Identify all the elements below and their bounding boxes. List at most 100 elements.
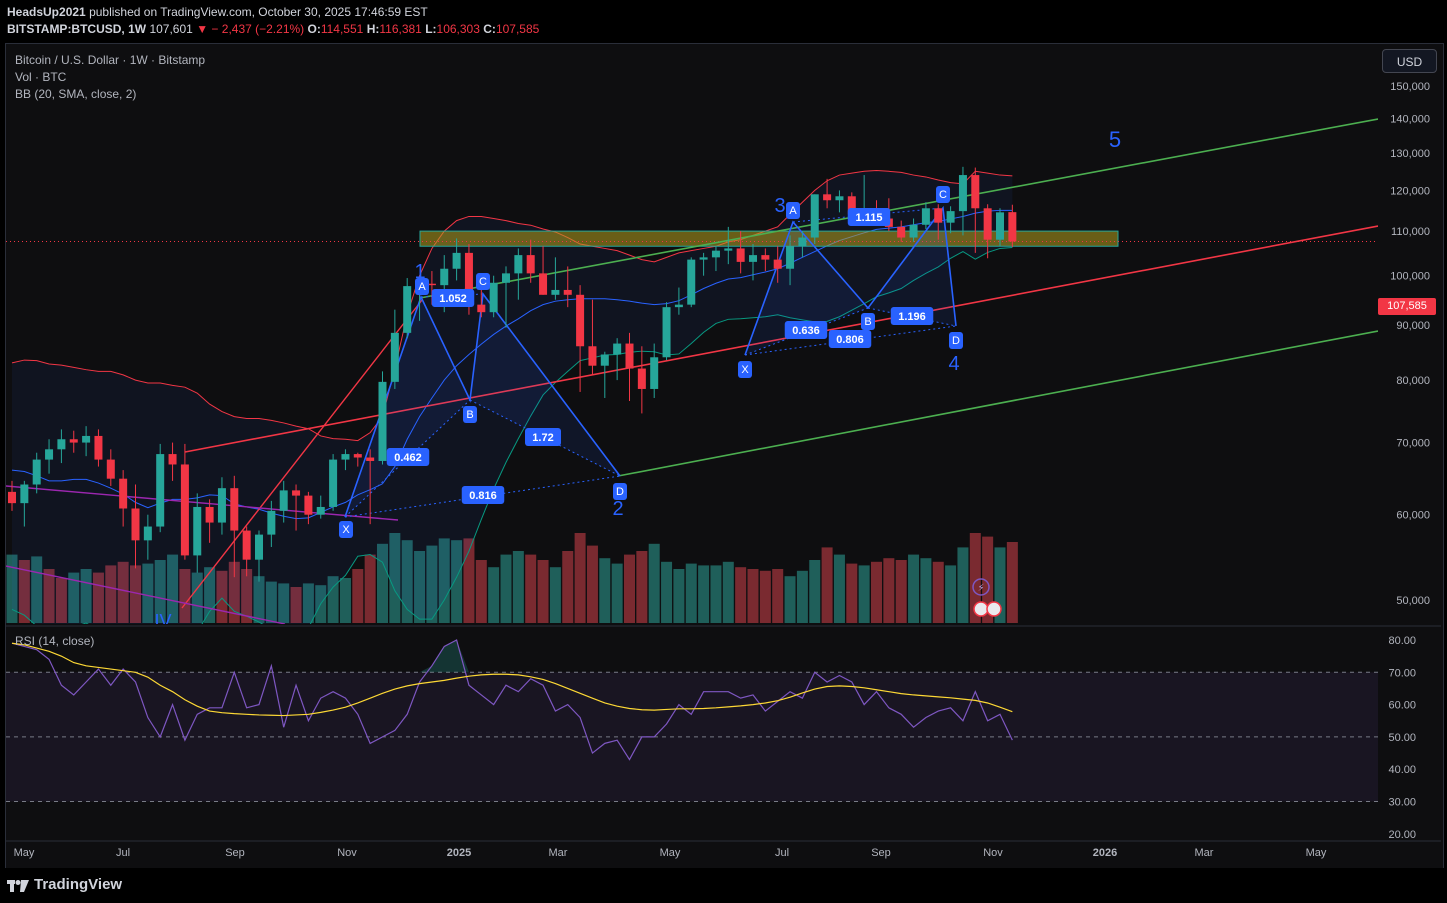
symbol-label: BITSTAMP:BTCUSD, 1W [7,22,147,36]
harmonic-pattern-1-ratio-line [469,399,621,477]
wave-label: 3 [774,195,785,217]
price-tick: 50,000 [1396,595,1430,607]
candle-body [687,259,696,305]
candle-body [934,208,943,223]
volume-bar [302,583,314,623]
candle-body [378,381,387,461]
ratio-badge [386,448,430,466]
footer [0,868,1447,903]
volume-bar [549,567,561,623]
price-tick: 140,000 [1390,113,1430,125]
volume-bar [759,570,771,623]
publish-header: HeadsUp2021 published on TradingView.com… [0,0,1447,42]
price-tick: 150,000 [1390,81,1430,93]
price-tick: 90,000 [1396,320,1430,332]
volume-bar [611,563,623,623]
volume-bar [80,569,92,623]
volume-bar [624,554,635,623]
candle-body [588,346,597,366]
time-tick: Mar [1195,847,1214,859]
rsi-overbought-fill [419,640,469,673]
harmonic-pattern-2-bcd-fill [868,208,956,326]
pattern-point-label: B [466,409,473,421]
open-value: 114,551 [320,22,364,36]
rsi-line [11,639,1013,761]
candle-body [242,530,251,560]
volume-bar [710,565,722,623]
candle-body [674,304,683,308]
ratio-badge [431,289,475,307]
candle-body [180,464,189,556]
volume-bar [1006,542,1018,623]
bollinger-upper [11,170,1013,442]
volume-bar [673,569,685,623]
volume-bar [512,551,524,623]
volume-bar [191,572,203,623]
candle-body [131,508,140,541]
volume-bar [92,572,104,623]
currency-button[interactable]: USD [1382,49,1437,73]
rising-trendline [181,299,423,609]
channel-lower-line [617,330,1378,477]
tradingview-logo-icon [7,879,29,892]
price-tick: 60,000 [1396,510,1430,522]
bollinger-legend[interactable]: BB (20, SMA, close, 2) [15,87,137,101]
ratio-label: 0.806 [836,334,864,346]
volume-bar [908,554,920,623]
volume-bar [772,569,784,623]
pattern-point-label: D [952,335,960,347]
time-tick: Jul [116,847,130,859]
candle-body [316,506,325,515]
pattern-point-label: C [939,189,947,201]
harmonic-pattern-1-ratio-line [344,475,621,518]
symbol-legend[interactable]: Bitcoin / U.S. Dollar · 1W · Bitstamp [15,53,206,67]
candle-body [773,259,782,269]
event-lightning-glyph: ⚡ [977,583,984,594]
author-name[interactable]: HeadsUp2021 [7,5,86,19]
candle-body [230,488,239,531]
volume-bar [130,565,141,623]
candle-body [786,246,795,269]
time-tick: Nov [983,847,1003,859]
wave-label: 1 [414,261,425,283]
candle-body [946,211,955,223]
ratio-label: 1.052 [439,293,467,305]
candle-body [711,250,720,258]
candle-body [810,194,819,238]
us-flag-icon [986,601,1002,617]
descending-trendline-upper [6,485,399,521]
pattern-point-label: A [789,205,797,217]
volume-bar [537,560,549,623]
tradingview-logo[interactable]: TradingView [7,876,122,893]
candle-body [477,304,486,313]
candle-body [736,248,745,262]
ratio-badge [784,321,828,339]
pattern-point-badge [339,521,353,538]
ratio-badge [525,428,561,446]
candle-body [823,194,832,201]
bollinger-lower [11,247,1013,624]
rsi-tick: 80.00 [1388,635,1416,647]
volume-legend[interactable]: Vol · BTC [15,70,67,84]
time-tick: Sep [871,847,891,859]
price-tick: 130,000 [1390,148,1430,160]
low-label: L: [425,22,437,36]
open-label: O: [307,22,321,36]
volume-bar [858,565,870,623]
volume-bar [438,538,450,623]
ratio-badge [461,486,505,504]
volume-bar [389,533,401,623]
candle-body [205,506,214,523]
rsi-legend[interactable]: RSI (14, close) [15,634,95,648]
ratio-label: 0.816 [469,490,497,502]
descending-trendline-lower [6,565,286,624]
candle-body [304,495,313,515]
down-arrow-icon: ▼ [196,22,209,36]
candle-body [897,226,906,238]
volume-bar [735,567,747,623]
candle-body [452,252,461,269]
volume-bar [500,554,512,623]
rsi-tick: 40.00 [1388,764,1416,776]
volume-bar [661,561,673,623]
